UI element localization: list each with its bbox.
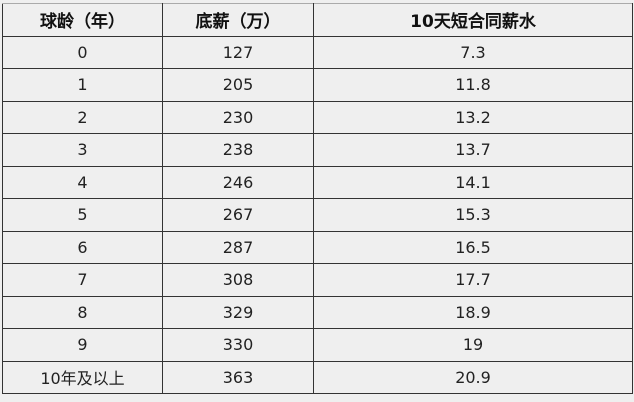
cell-contract-salary: 7.3 [313,35,633,69]
cell-experience: 3 [2,133,163,167]
cell-experience: 9 [2,328,163,362]
cell-experience: 1 [2,68,163,102]
cell-contract-salary: 20.9 [313,360,633,394]
table-row: 2 230 13.2 [2,100,633,134]
table-row: 10年及以上 363 20.9 [2,360,633,394]
cell-contract-salary: 18.9 [313,295,633,329]
salary-table: 球龄（年） 底薪（万） 10天短合同薪水 0 127 7.3 1 205 11.8 2 230… [2,3,633,394]
table-row: 3 238 13.7 [2,133,633,167]
cell-base-salary: 329 [162,295,314,329]
cell-contract-salary: 17.7 [313,263,633,297]
cell-experience: 2 [2,100,163,134]
header-base-salary: 底薪（万） [162,3,314,37]
header-experience: 球龄（年） [2,3,163,37]
cell-experience: 6 [2,230,163,264]
cell-experience: 0 [2,35,163,69]
cell-base-salary: 363 [162,360,314,394]
cell-base-salary: 127 [162,35,314,69]
table-row: 1 205 11.8 [2,68,633,102]
cell-base-salary: 267 [162,198,314,232]
cell-base-salary: 230 [162,100,314,134]
cell-base-salary: 205 [162,68,314,102]
table-row: 8 329 18.9 [2,295,633,329]
cell-contract-salary: 13.2 [313,100,633,134]
header-10-day-contract: 10天短合同薪水 [313,3,633,37]
cell-experience: 10年及以上 [2,360,163,394]
table-row: 0 127 7.3 [2,35,633,69]
table-row: 6 287 16.5 [2,230,633,264]
table-row: 4 246 14.1 [2,165,633,199]
cell-contract-salary: 11.8 [313,68,633,102]
table-row: 7 308 17.7 [2,263,633,297]
cell-contract-salary: 15.3 [313,198,633,232]
cell-experience: 8 [2,295,163,329]
cell-base-salary: 246 [162,165,314,199]
cell-experience: 7 [2,263,163,297]
cell-base-salary: 238 [162,133,314,167]
cell-contract-salary: 14.1 [313,165,633,199]
cell-contract-salary: 16.5 [313,230,633,264]
cell-contract-salary: 19 [313,328,633,362]
cell-base-salary: 308 [162,263,314,297]
cell-experience: 5 [2,198,163,232]
cell-base-salary: 330 [162,328,314,362]
cell-base-salary: 287 [162,230,314,264]
table-row: 5 267 15.3 [2,198,633,232]
cell-experience: 4 [2,165,163,199]
header-row: 球龄（年） 底薪（万） 10天短合同薪水 [2,3,633,37]
cell-contract-salary: 13.7 [313,133,633,167]
table-row: 9 330 19 [2,328,633,362]
